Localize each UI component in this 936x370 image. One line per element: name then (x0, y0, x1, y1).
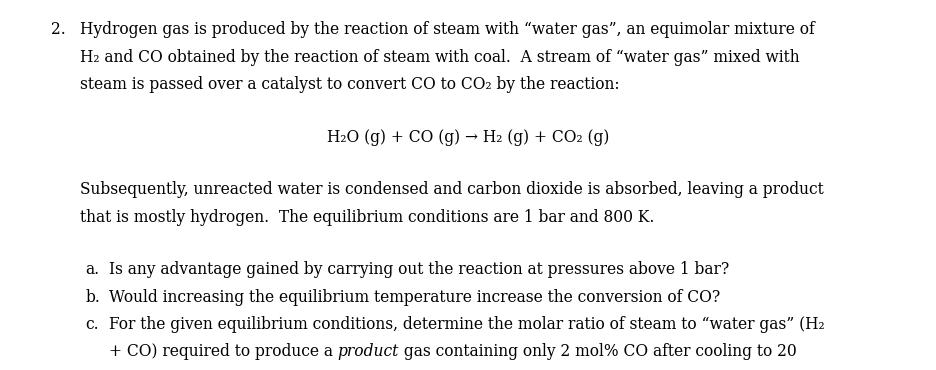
Text: Is any advantage gained by carrying out the reaction at pressures above 1 bar?: Is any advantage gained by carrying out … (109, 261, 729, 278)
Text: Subsequently, unreacted water is condensed and carbon dioxide is absorbed, leavi: Subsequently, unreacted water is condens… (80, 181, 825, 198)
Text: b.: b. (85, 289, 100, 306)
Text: Hydrogen gas is produced by the reaction of steam with “water gas”, an equimolar: Hydrogen gas is produced by the reaction… (80, 21, 815, 38)
Text: + CO) required to produce a: + CO) required to produce a (109, 343, 338, 360)
Text: 2.: 2. (51, 21, 66, 38)
Text: H₂O (g) + CO (g) → H₂ (g) + CO₂ (g): H₂O (g) + CO (g) → H₂ (g) + CO₂ (g) (327, 129, 609, 146)
Text: a.: a. (85, 261, 99, 278)
Text: gas containing only 2 mol% CO after cooling to 20: gas containing only 2 mol% CO after cool… (399, 343, 797, 360)
Text: Would increasing the equilibrium temperature increase the conversion of CO?: Would increasing the equilibrium tempera… (109, 289, 720, 306)
Text: that is mostly hydrogen.  The equilibrium conditions are 1 bar and 800 K.: that is mostly hydrogen. The equilibrium… (80, 209, 655, 226)
Text: c.: c. (85, 316, 99, 333)
Text: steam is passed over a catalyst to convert CO to CO₂ by the reaction:: steam is passed over a catalyst to conve… (80, 76, 621, 93)
Text: product: product (338, 343, 399, 360)
Text: For the given equilibrium conditions, determine the molar ratio of steam to “wat: For the given equilibrium conditions, de… (109, 316, 825, 333)
Text: H₂ and CO obtained by the reaction of steam with coal.  A stream of “water gas” : H₂ and CO obtained by the reaction of st… (80, 49, 800, 66)
